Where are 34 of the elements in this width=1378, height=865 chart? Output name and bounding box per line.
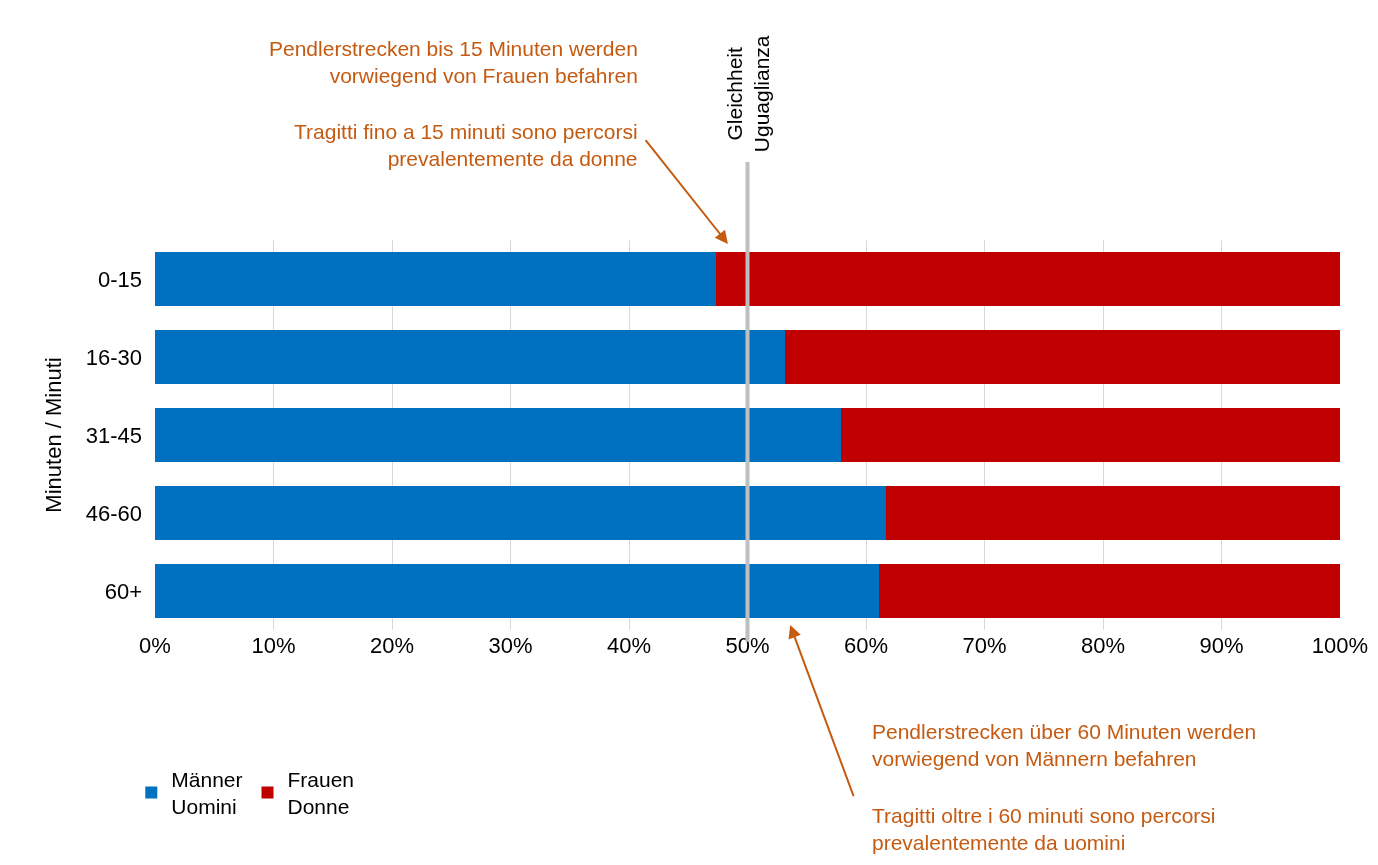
bar [879,563,1340,619]
x-tick-label: 30% [488,633,533,658]
x-tick-label: 90% [1199,633,1244,658]
text: Tragitti oltre i 60 minuti sono percorsi prevalentemente da uomini [872,804,1216,855]
bar [155,407,842,463]
bar [785,329,1340,385]
y-tick-label: 46-60 [85,500,142,526]
x-tick-label: 50% [725,633,770,658]
x-tick-label: 10% [251,633,296,658]
x-tick-label: 60% [843,633,889,658]
bar [155,563,880,619]
x-tick-label: 40% [606,633,652,658]
bar [715,251,1340,307]
x-tick-label: 20% [369,633,415,658]
y-tick-label: 0-15 [97,266,142,292]
ref-line-label: Gleichheit Uguaglianza [722,35,774,153]
bar [155,251,716,307]
y-axis-title: Minuten / Minuti [40,357,66,513]
legend-label: Männer Uomini [171,768,243,819]
x-tick-label: 100% [1311,633,1369,658]
x-tick-label: 80% [1080,633,1126,658]
bar [886,485,1340,541]
legend-label: Frauen Donne [287,768,355,819]
y-tick-label: 31-45 [85,422,142,448]
text: Pendlerstrecken bis 15 Minuten werden vorwiegend von Frauen befahren [269,37,638,88]
x-tick-label: 0% [139,633,171,658]
x-tick-label: 70% [962,633,1007,658]
bar [841,407,1340,463]
bar [155,329,786,385]
bar [155,485,887,541]
y-tick-label: 60+ [104,578,142,604]
text: Tragitti fino a 15 minuti sono percorsi prevalentemente da donne [294,120,638,171]
y-tick-label: 16-30 [85,344,142,370]
text: Pendlerstrecken über 60 Minuten werden vorwiegend von Männern befahren [872,720,1257,771]
